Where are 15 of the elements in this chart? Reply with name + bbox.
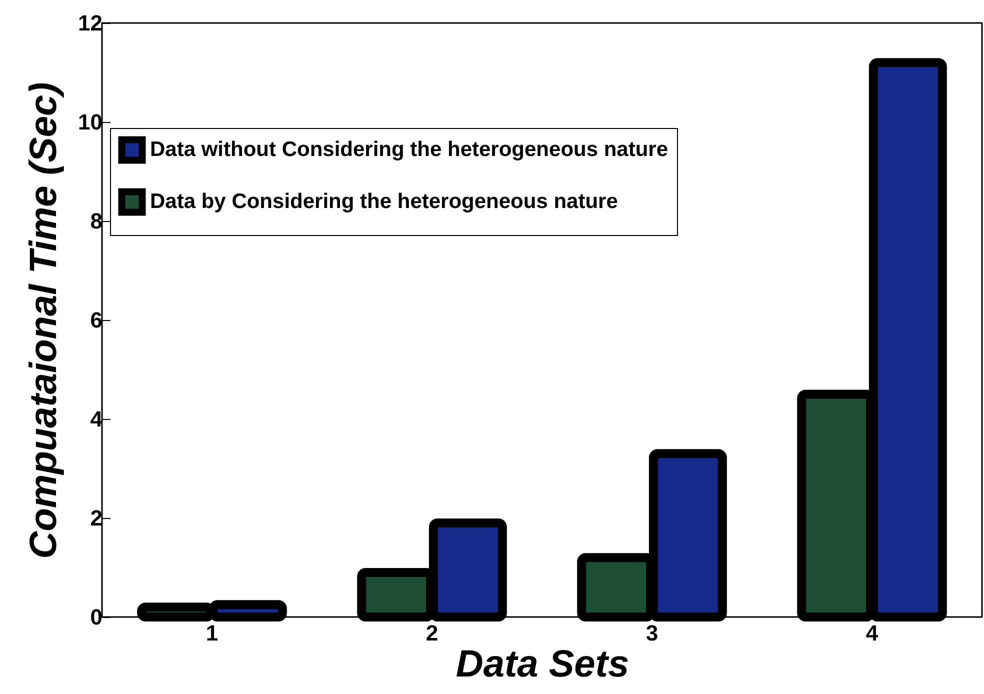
y-axis-title: Compuataional Time (Sec) [23,82,66,559]
x-tick-label: 3 [646,620,658,646]
y-tick-label: 10 [78,110,102,134]
y-tick-label: 8 [90,208,102,234]
x-tick-label: 1 [206,620,218,646]
y-tick-label: 12 [78,10,102,36]
y-tick-label: 0 [90,604,102,630]
legend-label: Data without Considering the heterogeneous nature [150,138,668,161]
y-tick-label: 6 [90,308,102,332]
x-axis-title: Data Sets [456,644,630,686]
legend-label: Data by Considering the heterogeneous nature [150,190,618,213]
x-tick-label: 2 [426,620,438,646]
x-tick-label: 4 [866,620,879,646]
y-tick-label: 2 [90,506,102,530]
y-tick-label: 4 [90,406,104,432]
